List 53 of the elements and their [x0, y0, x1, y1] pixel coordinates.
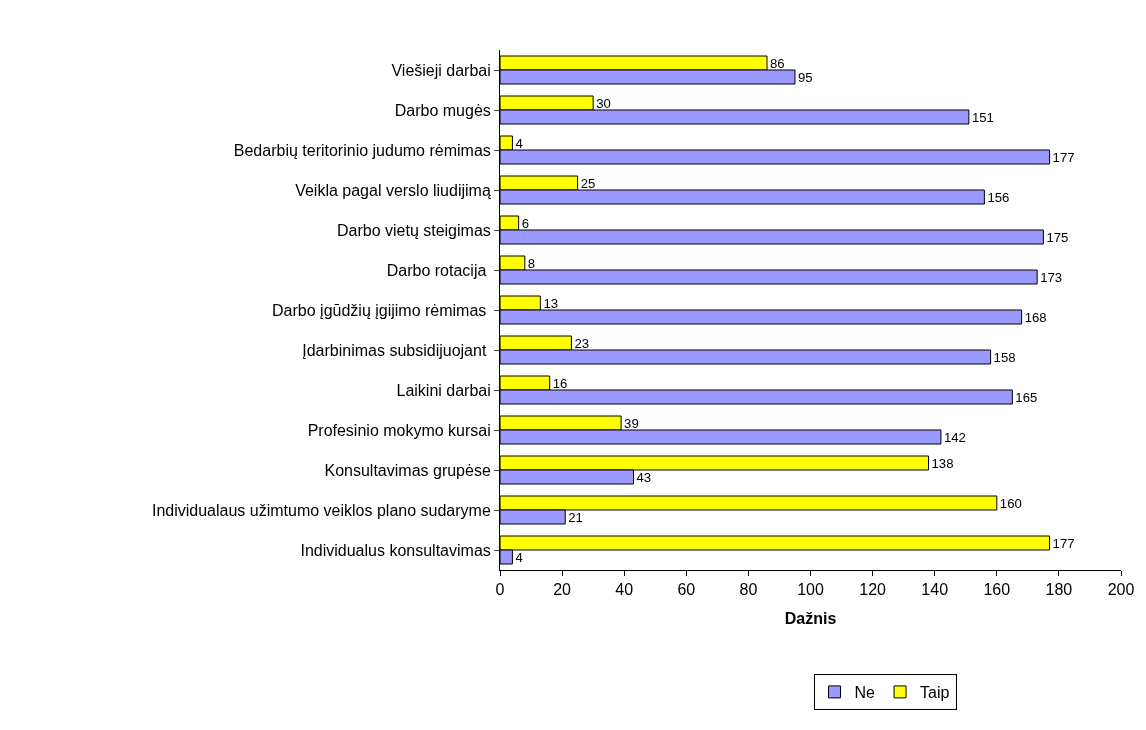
data-label: 165 — [1015, 389, 1038, 405]
y-tick-label: Įdarbinimas subsidijuojant — [302, 341, 491, 359]
legend-label: Ne — [854, 684, 876, 702]
data-label: 23 — [574, 335, 590, 351]
data-label: 43 — [636, 469, 652, 485]
y-tick-label: Individualaus užimtumo veiklos plano sudaryme — [151, 501, 491, 519]
data-label: 4 — [515, 549, 523, 565]
data-label: 160 — [999, 495, 1022, 511]
data-label: 39 — [624, 415, 639, 431]
data-label: 177 — [1052, 149, 1075, 165]
data-label: 138 — [931, 455, 954, 471]
y-tick-label: Individualus konsultavimas — [300, 541, 491, 559]
data-label: 8 — [527, 255, 536, 271]
y-tick-label: Darbo rotacija — [386, 261, 491, 279]
y-tick-label: Profesinio mokymo kursai — [307, 421, 491, 439]
data-label: 30 — [596, 95, 611, 111]
y-tick-label: Viešieji darbai — [391, 61, 491, 79]
data-label: 25 — [580, 175, 596, 191]
data-label: 151 — [971, 109, 994, 125]
y-tick-label: Bedarbių teritorinio judumo rėmimas — [233, 141, 491, 159]
data-label: 175 — [1046, 229, 1069, 245]
data-label: 86 — [770, 55, 785, 71]
y-tick-label: Darbo įgūdžių įgijimo rėmimas — [272, 301, 491, 319]
x-tick-label: 20 — [553, 581, 572, 599]
y-tick-label: Veikla pagal verslo liudijimą — [295, 181, 491, 199]
x-tick-label: 180 — [1045, 581, 1073, 599]
x-tick-label: 0 — [495, 581, 505, 599]
y-tick-label: Darbo mugės — [394, 101, 491, 119]
x-tick-label: 100 — [797, 581, 824, 599]
data-label: 142 — [943, 429, 966, 445]
y-tick-label: Darbo vietų steigimas — [336, 221, 491, 239]
data-label: 177 — [1052, 535, 1075, 551]
legend-label: Taip — [920, 684, 950, 702]
x-tick-label: 140 — [921, 581, 949, 599]
data-label: 16 — [552, 375, 568, 391]
data-label: 13 — [543, 295, 559, 311]
x-axis-title: Dažnis — [784, 609, 837, 627]
data-label: 6 — [521, 215, 529, 231]
data-label: 21 — [568, 509, 583, 525]
data-label: 158 — [993, 349, 1016, 365]
y-tick-label: Laikini darbai — [396, 381, 491, 399]
data-label: 173 — [1040, 269, 1063, 285]
x-tick-label: 200 — [1107, 581, 1135, 599]
x-tick-label: 160 — [983, 581, 1011, 599]
data-label: 95 — [797, 69, 813, 85]
data-label: 4 — [515, 135, 523, 151]
y-tick-label: Konsultavimas grupėse — [324, 461, 491, 479]
data-label: 168 — [1024, 309, 1047, 325]
x-tick-label: 60 — [677, 581, 696, 599]
data-label: 156 — [987, 189, 1010, 205]
x-tick-label: 120 — [859, 581, 887, 599]
x-tick-label: 40 — [615, 581, 634, 599]
x-tick-label: 80 — [739, 581, 758, 599]
